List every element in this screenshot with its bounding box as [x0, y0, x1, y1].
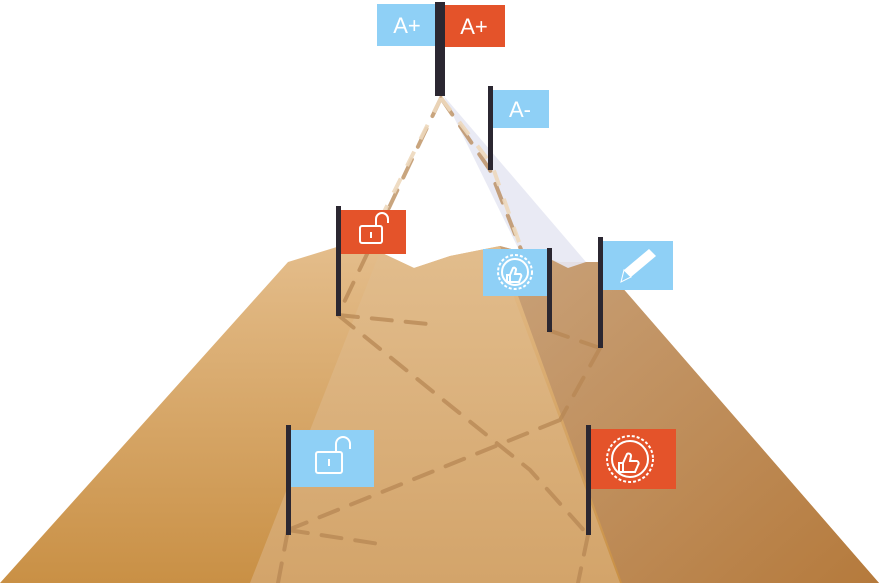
- mountain-center-face: [250, 246, 620, 583]
- unlocked-padlock-icon: [315, 436, 351, 474]
- mountain-shadow-face: [500, 246, 879, 583]
- thumb-flag-orange: [586, 425, 676, 535]
- thumbs-up-badge-icon: [497, 254, 533, 290]
- thumb-flag-blue: [483, 248, 552, 332]
- thumbs-up-badge-icon: [606, 435, 654, 483]
- grade-a-minus-label: A-: [509, 97, 531, 122]
- summit-blue-label: A+: [393, 13, 421, 38]
- summit-orange-label: A+: [460, 14, 488, 39]
- lock-flag-blue: [286, 425, 374, 535]
- unlocked-padlock-icon: [359, 212, 389, 244]
- summit-flag-blue: A+: [377, 2, 440, 96]
- light-beam: [443, 95, 586, 268]
- pencil-icon: [620, 249, 656, 283]
- summit-flag-orange: A+: [440, 2, 505, 96]
- grade-a-minus-flag: A-: [488, 86, 549, 170]
- lock-flag-orange: [336, 206, 406, 316]
- pencil-flag-blue: [598, 237, 673, 348]
